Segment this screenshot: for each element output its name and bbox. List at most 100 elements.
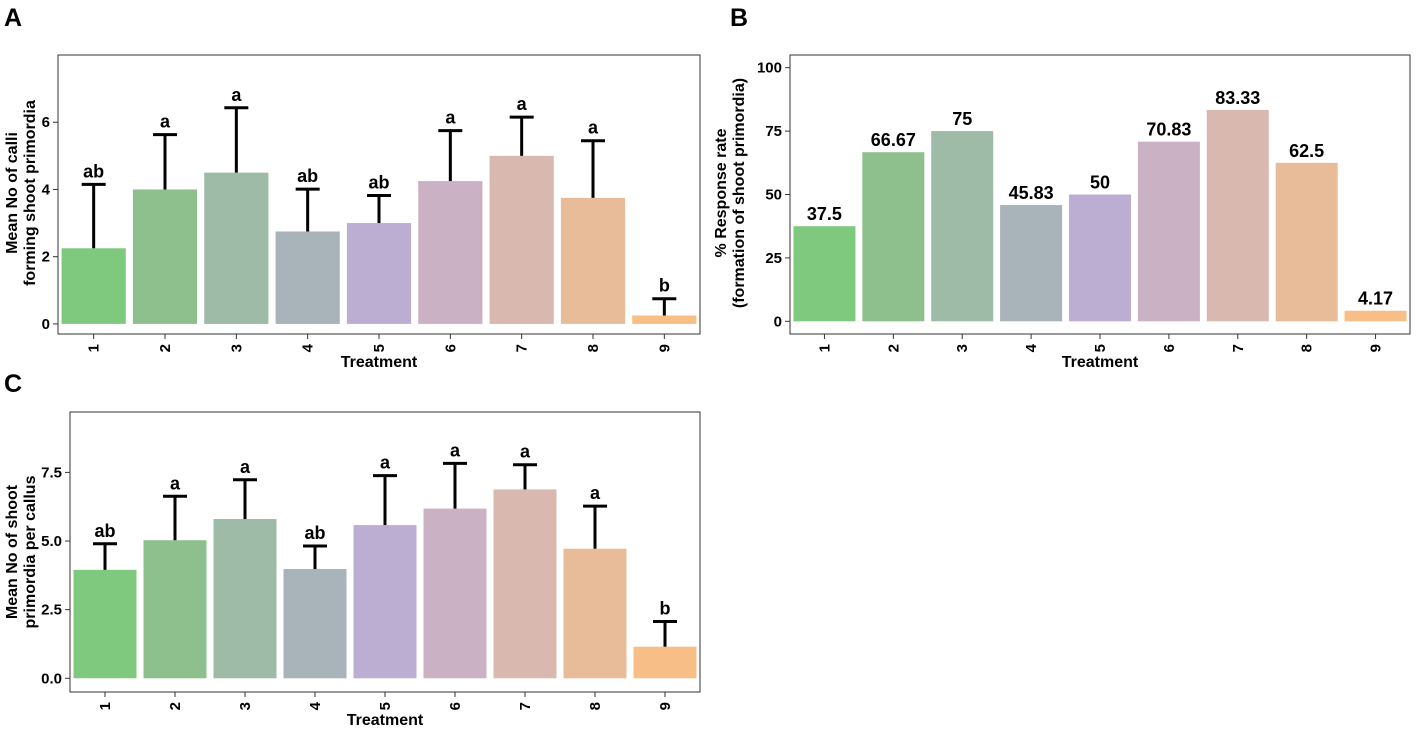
bar-b-4 <box>1000 205 1063 322</box>
y-tick-label-b: 100 <box>757 60 782 77</box>
y-axis-title-c-line1: Mean No of shoot <box>4 484 21 619</box>
value-label-b-6: 70.83 <box>1146 120 1191 140</box>
bar-a-4 <box>275 231 340 324</box>
bar-b-7 <box>1206 109 1269 322</box>
y-axis-title-b-line2: (formation of shoot primordia) <box>731 78 748 308</box>
x-tick-label-a: 5 <box>371 344 388 352</box>
bar-b-3 <box>931 131 994 322</box>
sig-label-a-1: ab <box>83 161 104 181</box>
sig-label-c-5: a <box>380 453 391 473</box>
y-axis-b: 0 25 50 75 100 <box>757 60 790 330</box>
x-tick-label-b: 7 <box>1230 344 1247 352</box>
x-axis-title-c: Treatment <box>347 712 424 729</box>
y-axis-c: 0.0 2.5 5.0 7.5 <box>41 464 70 687</box>
sig-label-c-6: a <box>450 440 461 460</box>
sig-label-c-2: a <box>170 473 181 493</box>
x-tick-label-b: 2 <box>885 344 902 352</box>
error-bar-group-c <box>93 461 677 647</box>
sig-label-c-1: ab <box>94 521 115 541</box>
bar-c-4 <box>283 569 347 679</box>
y-tick-label-b: 50 <box>765 187 782 204</box>
value-label-b-2: 66.67 <box>871 130 916 150</box>
bar-b-2 <box>862 152 925 322</box>
bar-a-2 <box>132 189 198 324</box>
y-tick-label-a: 6 <box>42 114 50 131</box>
y-tick-label-a: 2 <box>42 249 50 266</box>
bar-a-3 <box>204 172 269 324</box>
x-tick-label-b: 3 <box>954 344 971 352</box>
x-tick-label-a: 3 <box>228 344 245 352</box>
sig-label-a-6: a <box>445 108 456 128</box>
x-tick-label-a: 4 <box>300 343 317 352</box>
x-tick-label-b: 1 <box>816 344 833 352</box>
x-tick-label-a: 6 <box>442 344 459 352</box>
x-tick-label-b: 8 <box>1299 344 1316 352</box>
sig-label-a-9: b <box>659 276 670 296</box>
x-tick-label-b: 6 <box>1161 344 1178 352</box>
bar-a-1 <box>61 248 126 324</box>
sig-label-c-9: b <box>660 598 671 618</box>
x-tick-label-c: 9 <box>657 702 674 710</box>
bar-group-b <box>793 109 1407 322</box>
x-tick-label-c: 7 <box>517 702 534 710</box>
bar-a-7 <box>489 155 554 324</box>
value-label-b-1: 37.5 <box>807 204 842 224</box>
bar-a-9 <box>632 315 697 324</box>
bar-a-5 <box>346 223 412 324</box>
bar-c-1 <box>73 569 137 679</box>
x-tick-label-a: 2 <box>157 344 174 352</box>
y-tick-label-a: 0 <box>42 316 50 333</box>
x-axis-title-a: Treatment <box>341 354 418 371</box>
value-label-b-5: 50 <box>1090 173 1110 193</box>
bar-group-a <box>61 155 697 324</box>
x-axis-a: 1 2 3 4 5 6 7 8 9 <box>86 334 673 352</box>
bar-b-6 <box>1137 141 1200 322</box>
x-tick-label-c: 3 <box>237 702 254 710</box>
bar-c-9 <box>633 646 697 679</box>
x-tick-label-c: 6 <box>447 702 464 710</box>
bar-c-2 <box>143 540 207 679</box>
x-tick-label-c: 2 <box>167 702 184 710</box>
error-bar-group-a <box>81 106 677 316</box>
sig-label-c-4: ab <box>304 523 325 543</box>
bar-b-5 <box>1069 194 1131 322</box>
y-tick-label-c: 7.5 <box>41 464 62 481</box>
sig-label-c-3: a <box>240 457 251 477</box>
sig-label-a-7: a <box>517 94 528 114</box>
panel-label-c: C <box>4 370 22 398</box>
sig-label-a-5: ab <box>368 173 389 193</box>
x-tick-label-b: 5 <box>1092 344 1109 352</box>
value-label-b-4: 45.83 <box>1009 183 1054 203</box>
value-label-b-9: 4.17 <box>1358 289 1393 309</box>
x-axis-title-b: Treatment <box>1062 354 1139 371</box>
bar-b-1 <box>793 226 856 322</box>
y-tick-label-c: 5.0 <box>41 533 62 550</box>
bar-c-7 <box>493 489 557 679</box>
x-tick-label-a: 8 <box>585 344 602 352</box>
bar-c-3 <box>213 519 277 679</box>
y-tick-label-c: 0.0 <box>41 670 62 687</box>
bar-group-c <box>73 489 697 679</box>
x-axis-b: 1 2 3 4 5 6 7 8 9 <box>816 334 1385 352</box>
bar-a-8 <box>560 197 626 324</box>
x-tick-label-c: 4 <box>307 701 324 710</box>
sig-label-c-7: a <box>520 442 531 462</box>
x-tick-label-c: 5 <box>377 702 394 710</box>
y-tick-label-b: 25 <box>765 250 782 267</box>
y-axis-title-a-line1: Mean No of calli <box>4 132 21 254</box>
sig-label-a-3: a <box>231 85 242 105</box>
panel-label-b: B <box>730 4 748 32</box>
y-axis-title-a-line2: forming shoot primordia <box>22 100 39 286</box>
y-tick-label-a: 4 <box>42 181 51 198</box>
x-axis-c: 1 2 3 4 5 6 7 8 9 <box>97 692 674 710</box>
sig-label-c-8: a <box>590 483 601 503</box>
y-axis-title-b-line1: % Response rate <box>713 128 730 257</box>
sig-label-a-8: a <box>588 118 599 138</box>
x-tick-label-c: 1 <box>97 702 114 710</box>
y-tick-label-b: 75 <box>765 123 782 140</box>
bar-c-5 <box>353 525 417 679</box>
